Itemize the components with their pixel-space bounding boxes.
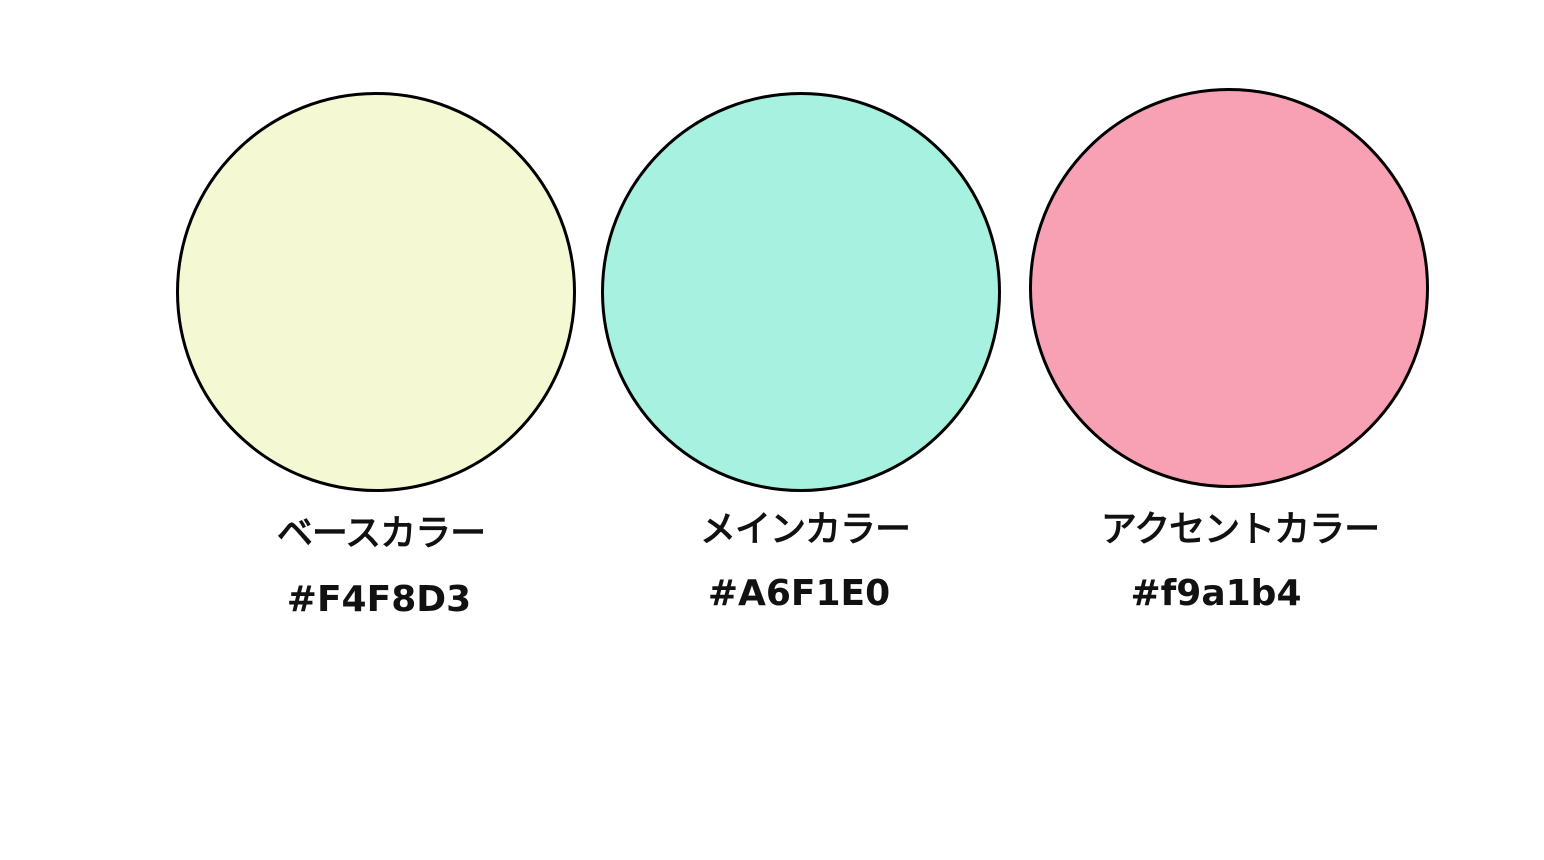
main-color-swatch [601,92,1001,492]
accent-color-swatch [1029,88,1429,488]
accent-color-hex: #f9a1b4 [1130,573,1302,614]
base-color-label: ベースカラー [276,513,486,554]
base-color-swatch [176,92,576,492]
base-color-hex: #F4F8D3 [286,579,472,620]
main-color-label: メインカラー [699,509,911,550]
accent-color-label: アクセントカラー [1100,509,1380,550]
main-color-hex: #A6F1E0 [707,573,891,614]
